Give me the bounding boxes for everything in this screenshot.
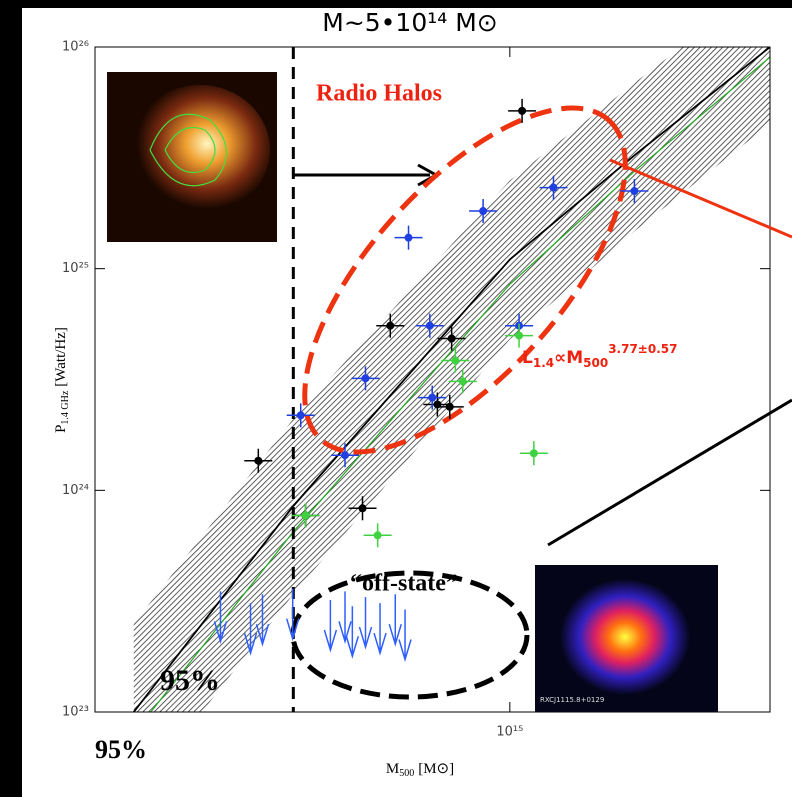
point (395, 226, 423, 250)
point-dot (459, 377, 467, 385)
point-dot (362, 374, 370, 382)
chart: M~5•10¹⁴ M⊙ RXCJ1115.8+0129 Radio Halos … (0, 0, 792, 797)
point-dot (479, 207, 487, 215)
annotation: L1.4∝M5003.77±0.57 (522, 342, 677, 370)
y-tick-label: 10²⁴ (62, 483, 89, 498)
point-dot (530, 449, 538, 457)
inset-label: RXCJ1115.8+0129 (540, 696, 604, 704)
point (364, 523, 392, 547)
point-dot (426, 322, 434, 330)
annotation: ∝M (554, 348, 583, 368)
x-tick-label: 10¹⁵ (496, 725, 523, 740)
top-band (0, 0, 792, 8)
point-dot (405, 234, 413, 242)
annotation: 3.77±0.57 (608, 342, 677, 356)
point-dot (302, 511, 310, 519)
y-tick-label: 10²⁵ (62, 261, 89, 276)
pointer (548, 400, 792, 545)
point-dot (386, 322, 394, 330)
point-dot (428, 394, 436, 402)
inset-cluster (130, 85, 270, 215)
upper-limit (399, 610, 411, 660)
y-tick-label: 10²³ (62, 705, 89, 720)
annotation: 95% (95, 735, 147, 764)
y-axis-label: P (53, 425, 69, 433)
y-axis-label: 1.4 GHz (60, 390, 71, 424)
y-tick-label: 10²⁶ (62, 40, 89, 55)
upper-limit (374, 603, 386, 653)
upper-limit (324, 600, 336, 650)
x-axis-label: M (386, 761, 399, 777)
x-axis-label: [M⊙] (418, 761, 454, 777)
chart-title: M~5•10¹⁴ M⊙ (322, 8, 498, 37)
upper-limit (360, 597, 372, 647)
point (520, 441, 548, 465)
point-dot (518, 107, 526, 115)
annotation: 1.4 (533, 356, 554, 370)
point-dot (254, 457, 262, 465)
annotation: “off-state” (350, 571, 458, 597)
y-axis-label: [Watt/Hz] (53, 327, 69, 387)
x-axis-label: 500 (399, 768, 414, 779)
point-dot (451, 357, 459, 365)
point (508, 99, 536, 123)
y-axis-label: P1.4 GHz [Watt/Hz] (53, 327, 71, 433)
x-axis-label: M500 [M⊙] (386, 761, 454, 779)
left-band (0, 0, 22, 797)
annotation: 500 (583, 356, 608, 370)
point-dot (549, 184, 557, 192)
point-dot (630, 187, 638, 195)
point-dot (297, 411, 305, 419)
point-dot (359, 504, 367, 512)
annotation: Radio Halos (316, 81, 442, 107)
point-dot (448, 335, 456, 343)
annotation: L (522, 348, 533, 368)
annotation: 95% (160, 664, 220, 697)
point-dot (341, 451, 349, 459)
point-dot (446, 403, 454, 411)
point-dot (515, 332, 523, 340)
inset-cluster (560, 579, 690, 695)
upper-limit (339, 591, 351, 641)
upper-limit (389, 594, 401, 644)
point-dot (374, 531, 382, 539)
